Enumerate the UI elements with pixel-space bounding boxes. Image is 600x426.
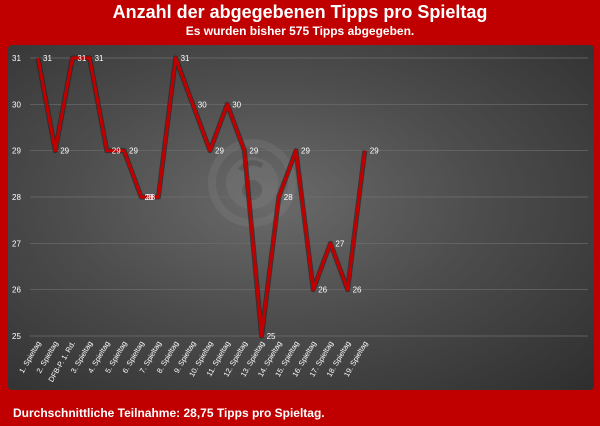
data-label: 25 [267, 332, 276, 341]
data-label: 31 [181, 54, 190, 63]
y-tick-label: 27 [12, 239, 21, 248]
data-label: 28 [284, 193, 293, 202]
data-label: 29 [370, 147, 379, 156]
y-tick-label: 26 [12, 286, 21, 295]
y-tick-label: 25 [12, 332, 21, 341]
page-subtitle: Es wurden bisher 575 Tipps abgegeben. [185, 24, 415, 38]
footer-note: Durchschnittliche Teilnahme: 28,75 Tipps… [13, 406, 325, 420]
data-label: 26 [318, 286, 327, 295]
page-title: Anzahl der abgegebenen Tipps pro Spielta… [112, 2, 488, 22]
data-label: 31 [77, 54, 86, 63]
y-tick-label: 30 [12, 100, 21, 109]
data-label: 30 [198, 100, 207, 109]
data-label: 27 [335, 239, 344, 248]
data-label: 29 [301, 147, 310, 156]
series-line [36, 56, 367, 338]
y-tick-label: 28 [12, 193, 21, 202]
data-label: 31 [43, 54, 52, 63]
data-label: 26 [353, 286, 362, 295]
data-label: 31 [95, 54, 104, 63]
y-tick-label: 29 [12, 147, 21, 156]
data-label: 29 [215, 147, 224, 156]
data-label: 29 [112, 147, 121, 156]
data-label: 28 [144, 193, 153, 202]
y-tick-label: 31 [12, 54, 21, 63]
data-label: 29 [249, 147, 258, 156]
data-label: 28 [146, 193, 155, 202]
data-label: 30 [232, 100, 241, 109]
data-label: 29 [60, 147, 69, 156]
data-label: 29 [129, 147, 138, 156]
chart-panel [8, 45, 594, 390]
